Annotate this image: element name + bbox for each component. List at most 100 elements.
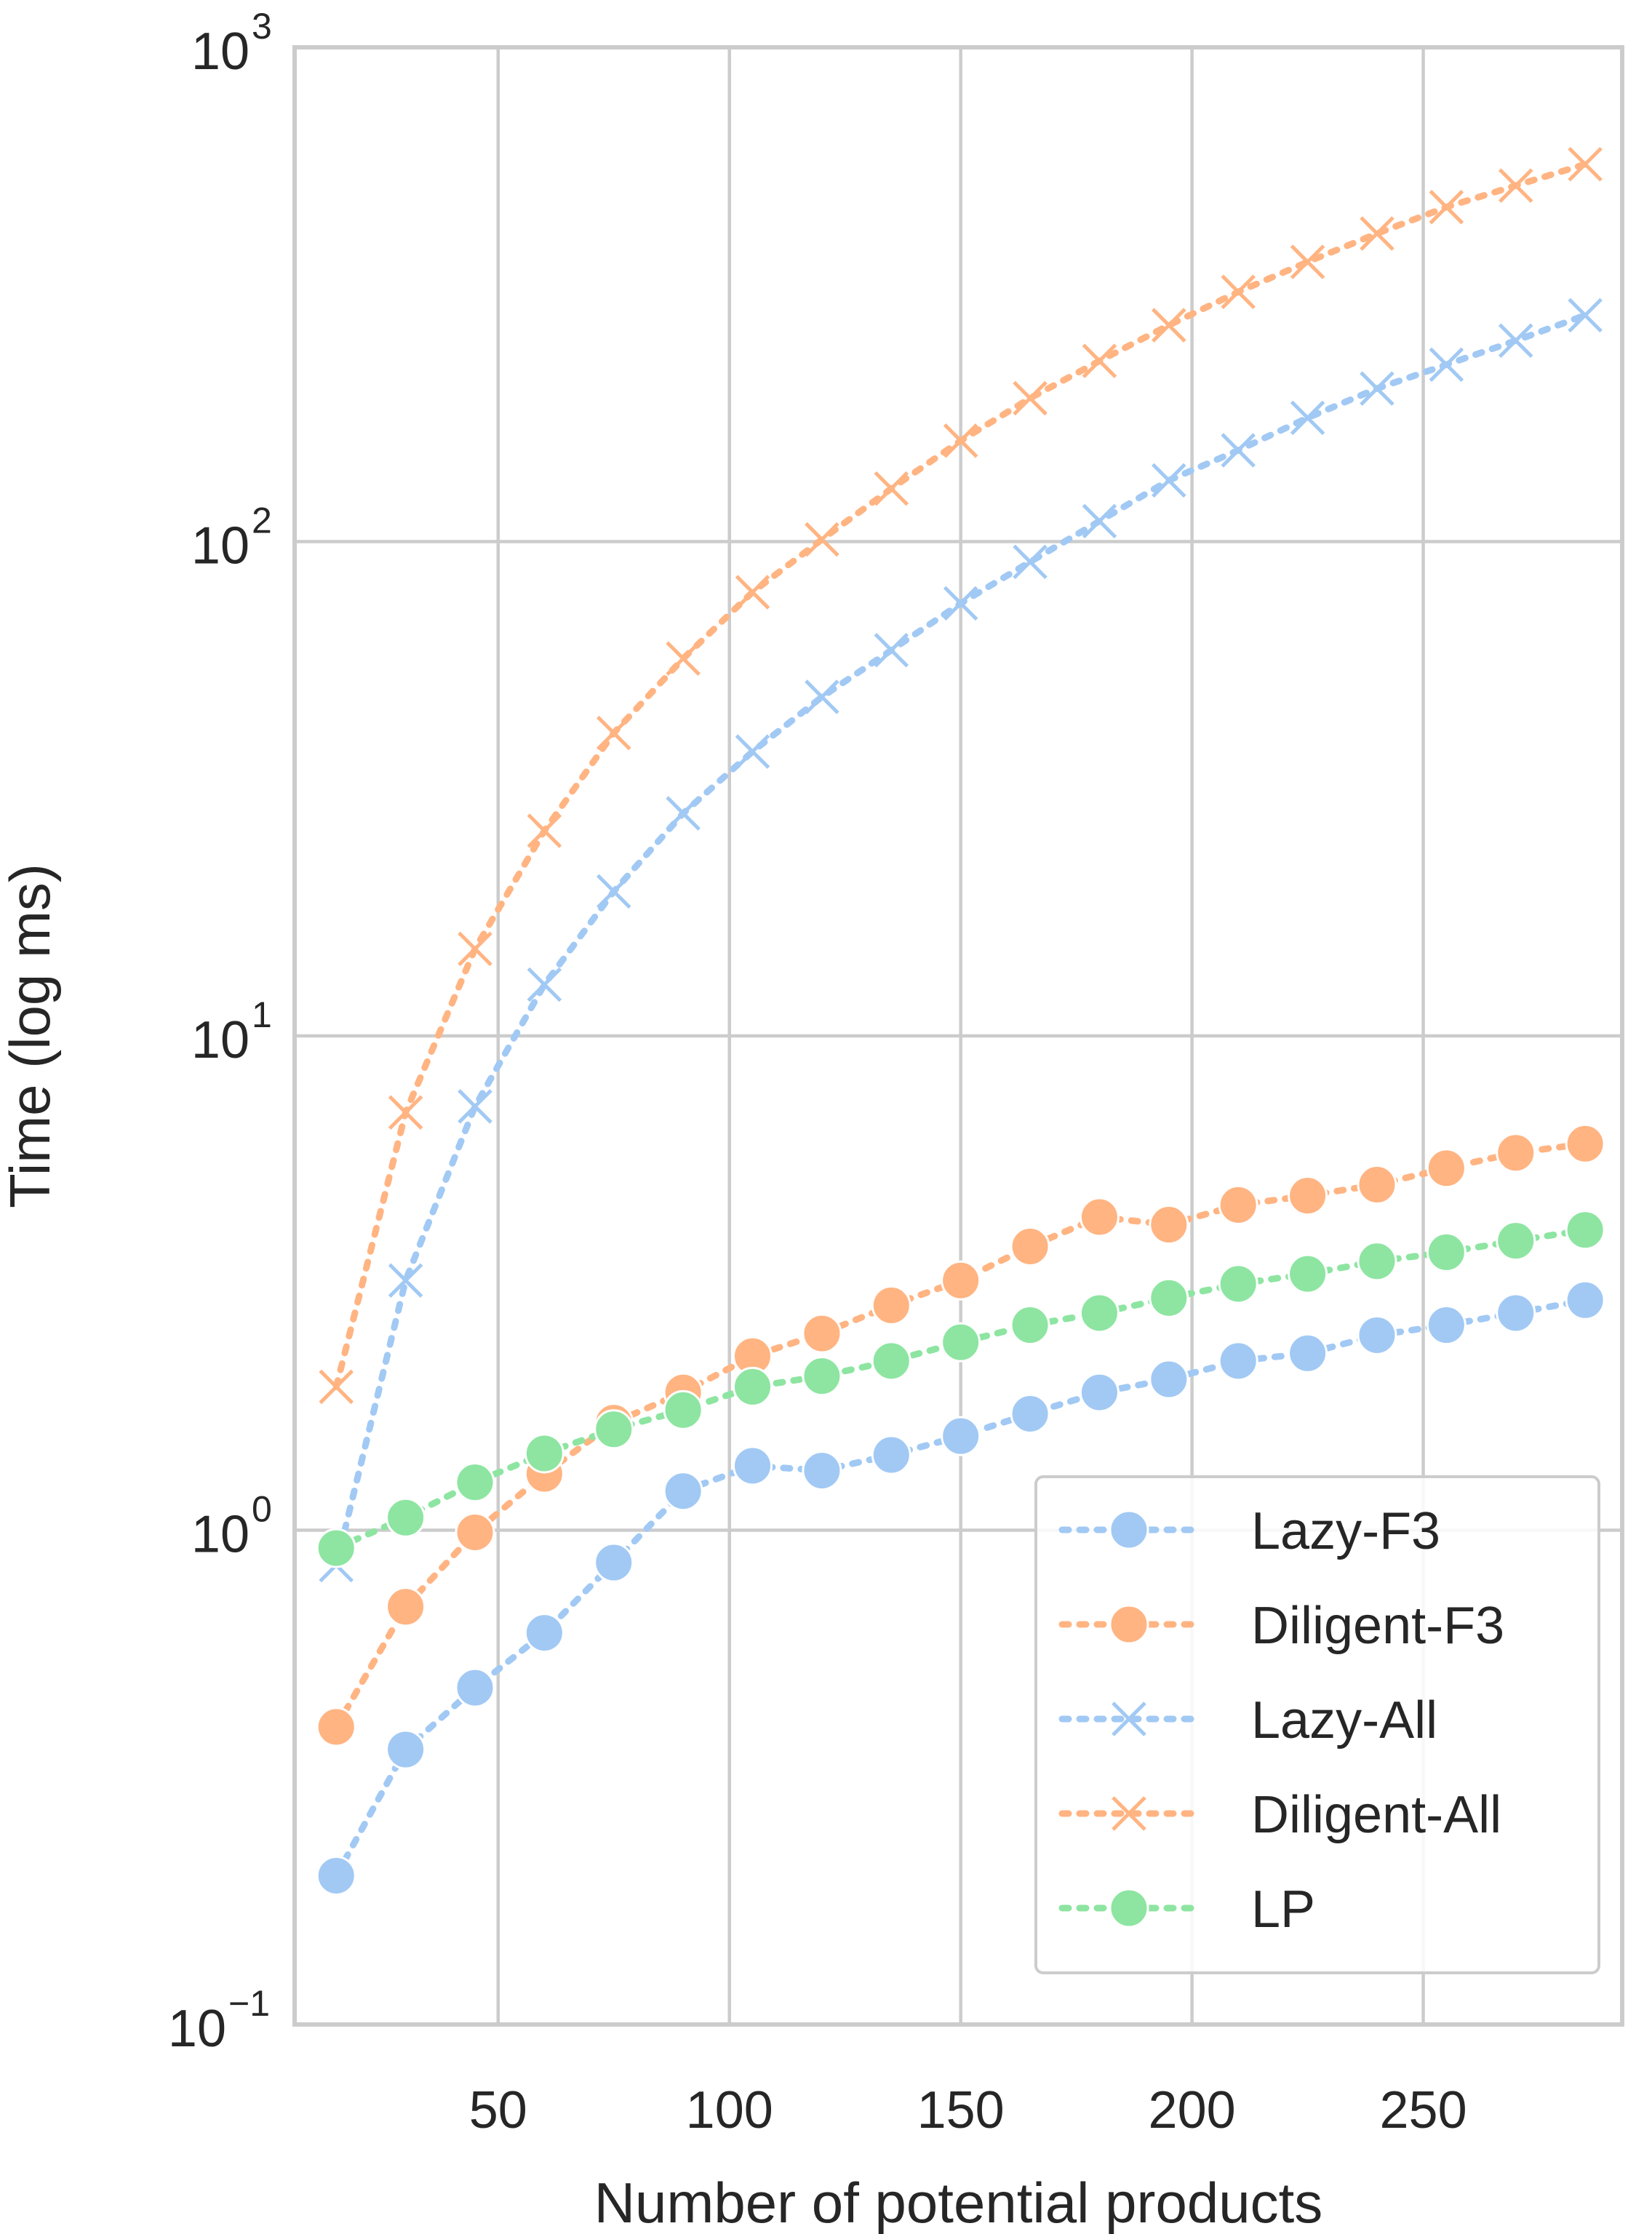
data-point xyxy=(1429,189,1464,225)
data-point xyxy=(943,423,978,458)
data-point xyxy=(1426,1148,1467,1189)
y-tick-base: 10 xyxy=(191,1506,250,1564)
data-point xyxy=(1013,544,1048,580)
data-point xyxy=(805,679,839,714)
data-point xyxy=(1149,1359,1189,1400)
legend-box xyxy=(1034,1475,1600,1974)
data-point xyxy=(733,1445,773,1486)
data-point xyxy=(316,1855,356,1896)
data-point xyxy=(319,1369,354,1405)
data-point xyxy=(1221,433,1256,468)
data-point xyxy=(941,1322,981,1363)
x-tick-label: 250 xyxy=(1379,2081,1467,2139)
data-point xyxy=(1290,244,1325,279)
series-lp xyxy=(316,1210,1605,1568)
data-point xyxy=(316,1707,356,1747)
data-point xyxy=(524,1613,564,1653)
plot-frame xyxy=(292,45,1624,2027)
data-point xyxy=(1149,1205,1189,1245)
y-tick-base: 10 xyxy=(191,1011,250,1069)
data-point xyxy=(1426,1305,1467,1346)
data-point xyxy=(943,586,978,621)
y-tick-base: 10 xyxy=(191,23,250,81)
y-tick-exponent: 0 xyxy=(252,1489,272,1530)
data-point xyxy=(871,1341,911,1381)
data-point xyxy=(388,1263,423,1298)
data-point xyxy=(735,575,770,610)
legend-marker xyxy=(1109,1509,1149,1550)
data-point xyxy=(386,1497,426,1538)
data-point xyxy=(1149,1277,1189,1318)
data-point xyxy=(1496,1221,1536,1261)
x-tick-labels: 50 100 150 200 250 xyxy=(469,2081,1467,2139)
data-point xyxy=(596,874,631,909)
legend-marker xyxy=(1109,1888,1149,1928)
data-point xyxy=(1079,1372,1120,1413)
data-point xyxy=(527,967,562,1002)
data-point xyxy=(455,1667,495,1708)
legend-item-lazy-all: Lazy-All xyxy=(1058,1691,1437,1750)
data-point xyxy=(1498,168,1533,203)
data-point xyxy=(805,522,839,557)
data-point xyxy=(1288,1253,1328,1294)
series-diligent-all xyxy=(319,146,1603,1405)
series-diligent-f3 xyxy=(316,1123,1605,1747)
x-axis-title: Number of potential products xyxy=(594,2171,1323,2234)
legend-label: Diligent-All xyxy=(1251,1786,1501,1844)
legend-label: Lazy-F3 xyxy=(1251,1502,1440,1560)
data-point xyxy=(458,1089,492,1124)
data-point xyxy=(1010,1226,1050,1266)
data-point xyxy=(386,1587,426,1627)
x-tick-label: 100 xyxy=(686,2081,773,2139)
data-point xyxy=(871,1285,911,1325)
data-point xyxy=(1082,503,1117,539)
legend-marker xyxy=(1109,1604,1149,1645)
y-tick-label: 10 −1 xyxy=(168,1983,270,2058)
y-axis-title: Time (log ms) xyxy=(0,863,62,1208)
data-point xyxy=(1426,1232,1467,1272)
data-point xyxy=(1079,1197,1120,1237)
x-tick-label: 150 xyxy=(917,2081,1005,2139)
data-point xyxy=(1218,1184,1258,1225)
data-point xyxy=(1568,146,1603,182)
y-tick-base: 10 xyxy=(168,2000,226,2058)
legend-label: LP xyxy=(1251,1880,1315,1939)
data-point xyxy=(1290,400,1325,436)
data-point xyxy=(1565,1210,1605,1250)
data-point xyxy=(1565,1123,1605,1164)
y-tick-label: 10 0 xyxy=(191,1489,272,1564)
data-point xyxy=(1013,380,1048,416)
data-point xyxy=(1082,343,1117,378)
series-lazy-f3 xyxy=(316,1280,1605,1896)
data-point xyxy=(1010,1305,1050,1346)
data-point xyxy=(1288,1333,1328,1373)
legend-item-diligent-f3: Diligent-F3 xyxy=(1058,1597,1504,1655)
data-point xyxy=(316,1528,356,1568)
y-tick-exponent: 2 xyxy=(252,500,272,541)
data-point xyxy=(941,1416,981,1456)
data-point xyxy=(733,1366,773,1407)
data-point xyxy=(1218,1341,1258,1381)
data-point xyxy=(1357,1241,1397,1282)
x-tick-label: 200 xyxy=(1149,2081,1236,2139)
data-point xyxy=(802,1356,842,1397)
data-point xyxy=(871,1435,911,1475)
y-tick-base: 10 xyxy=(191,517,250,575)
legend-label: Lazy-All xyxy=(1251,1691,1437,1750)
data-point xyxy=(1496,1133,1536,1173)
y-tick-exponent: 1 xyxy=(252,994,272,1035)
data-point xyxy=(594,1409,634,1450)
data-point xyxy=(1357,1165,1397,1205)
data-point xyxy=(1360,216,1394,251)
data-point xyxy=(1429,347,1464,383)
data-point xyxy=(1498,323,1533,359)
data-point xyxy=(1218,1264,1258,1304)
data-point xyxy=(663,1471,703,1512)
data-point xyxy=(1288,1176,1328,1216)
data-point xyxy=(594,1542,634,1583)
series-lazy-all xyxy=(319,298,1603,1583)
data-point xyxy=(1496,1293,1536,1333)
data-point xyxy=(941,1260,981,1301)
y-tick-exponent: −1 xyxy=(228,1983,270,2024)
